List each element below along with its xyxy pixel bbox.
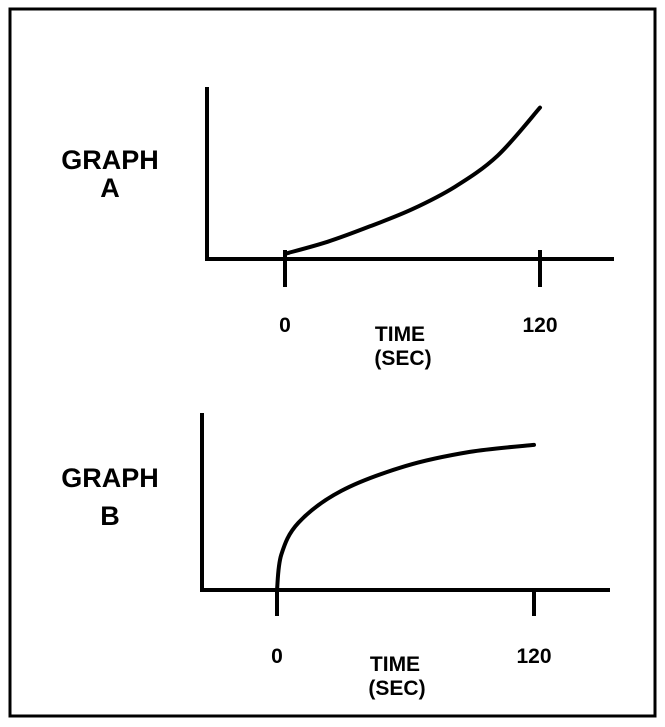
- graph-a-title-line-1: GRAPH: [61, 145, 159, 175]
- graph-a-ticks: [283, 250, 542, 287]
- graph-b: GRAPH B 0 120 TIME (SEC): [61, 413, 610, 700]
- graph-a-series-line: [283, 105, 542, 256]
- graph-a-title-line-2: A: [100, 173, 120, 203]
- graph-a: GRAPH A 0 120 TIME (SEC): [61, 87, 614, 370]
- graph-a-tick-label-120: 120: [522, 314, 557, 337]
- graph-a-tick-label-0: 0: [279, 314, 291, 337]
- figure-border: [8, 7, 657, 718]
- graph-b-tick-label-120: 120: [516, 645, 551, 668]
- graph-b-title-line-1: GRAPH: [61, 463, 159, 493]
- graph-b-tick-label-0: 0: [271, 645, 283, 668]
- graph-b-x-axis-label-line-1: TIME: [370, 653, 420, 676]
- graph-a-x-axis-label-line-1: TIME: [375, 323, 425, 346]
- graph-b-x-axis-label-line-2: (SEC): [368, 677, 425, 700]
- graph-b-title-line-2: B: [100, 501, 120, 531]
- graph-b-series-line: [275, 442, 536, 592]
- graph-a-x-axis-label-line-2: (SEC): [374, 347, 431, 370]
- graph-b-ticks: [275, 590, 536, 616]
